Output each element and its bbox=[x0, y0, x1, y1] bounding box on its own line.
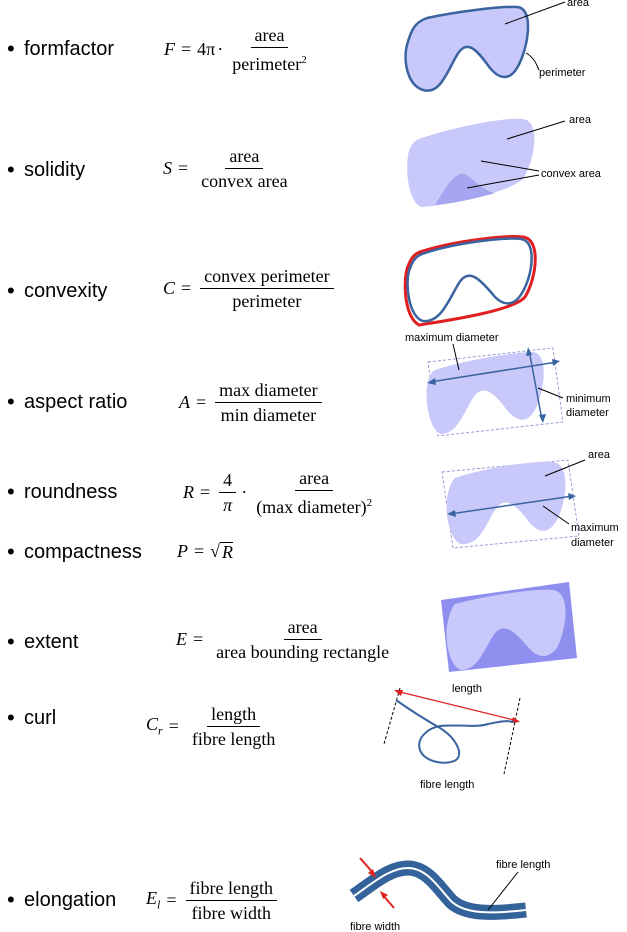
convex-area-label: convex area bbox=[541, 168, 602, 180]
svg-text:diameter: diameter bbox=[566, 407, 609, 419]
curl-formula: Cr = length fibre length bbox=[146, 704, 276, 749]
solidity-label: solidity bbox=[24, 159, 86, 181]
curl-label: curl bbox=[24, 707, 57, 729]
formula-lhs: F bbox=[164, 39, 175, 59]
fibre-length-label: fibre length bbox=[420, 779, 474, 791]
solidity-formula: S = area convex area bbox=[163, 146, 288, 191]
extent-figure bbox=[441, 582, 577, 672]
sqrt: √ R bbox=[210, 541, 234, 562]
roundness-label: roundness bbox=[24, 481, 118, 503]
length-label: length bbox=[452, 683, 482, 695]
elongation-figure: fibre width fibre length bbox=[349, 857, 550, 932]
svg-text:maximum: maximum bbox=[571, 522, 619, 534]
extent-formula: E = area area bounding rectangle bbox=[176, 617, 390, 662]
convexity-formula: C = convex perimeter perimeter bbox=[163, 266, 337, 311]
svg-text:diameter: diameter bbox=[571, 537, 614, 549]
convexity-label: convexity bbox=[24, 280, 108, 302]
formfactor-figure: area perimeter bbox=[404, 0, 590, 92]
maximum-diameter-label: maximum diameter bbox=[405, 332, 499, 344]
perimeter-label: perimeter bbox=[539, 67, 586, 79]
elongation-formula: El = fibre length fibre width bbox=[146, 878, 280, 923]
svg-text:area: area bbox=[569, 114, 592, 126]
svg-text:area: area bbox=[588, 449, 611, 461]
fibre-width-label: fibre width bbox=[350, 921, 400, 932]
convexity-figure bbox=[403, 235, 537, 327]
formfactor-formula: F = 4π · area perimeter2 bbox=[164, 25, 314, 74]
elongation-fibre-length-label: fibre length bbox=[496, 859, 550, 871]
aspect-ratio-formula: A = max diameter min diameter bbox=[179, 380, 325, 425]
aspect-ratio-label: aspect ratio bbox=[24, 391, 128, 413]
compactness-formula: P = √ R bbox=[177, 541, 234, 562]
formfactor-label: formfactor bbox=[24, 38, 115, 60]
roundness-figure: area maximum diameter bbox=[441, 449, 619, 549]
elongation-label: elongation bbox=[24, 889, 117, 911]
area-label: area bbox=[567, 0, 590, 9]
formula-coefficient: 4π bbox=[197, 39, 216, 59]
bullet: • bbox=[7, 36, 15, 61]
roundness-formula: R = 4 π · area (max diameter)2 bbox=[183, 468, 373, 517]
extent-label: extent bbox=[24, 631, 79, 653]
compactness-label: compactness bbox=[24, 541, 142, 563]
formula-fraction: area perimeter2 bbox=[232, 25, 307, 74]
aspect-ratio-figure: maximum diameter minimum diameter bbox=[405, 332, 611, 437]
svg-text:minimum: minimum bbox=[566, 393, 611, 405]
curl-figure: length fibre length bbox=[383, 683, 521, 791]
solidity-figure: area convex area bbox=[407, 114, 602, 207]
